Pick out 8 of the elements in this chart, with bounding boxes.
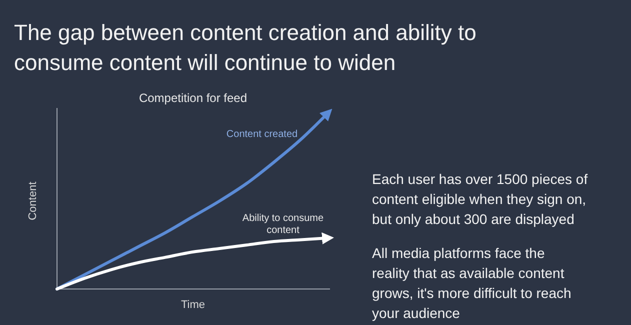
series-label: Ability to consume content	[242, 213, 324, 236]
chart-subtitle: Competition for feed	[138, 91, 248, 105]
chart-title: The gap between content creation and ability to consume content will continue to widen	[14, 20, 476, 75]
text: All media platforms face the reality that as available content grows, it's more difficult to reach your audience	[372, 245, 572, 321]
x-axis-title: Time	[180, 299, 206, 311]
text: Each user has over 1500 pieces of content eligible when they sign on, but only about 300 are displayed	[372, 171, 588, 227]
y-axis-title: Content	[27, 182, 39, 220]
series-label: Content created	[226, 129, 298, 140]
